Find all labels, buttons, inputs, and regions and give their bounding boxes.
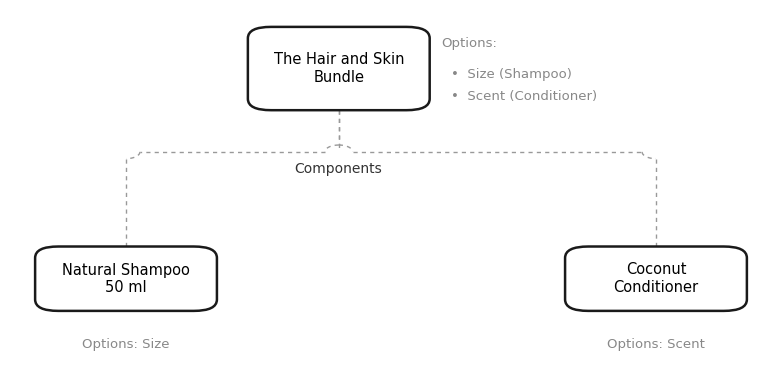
Text: Options: Scent: Options: Scent (608, 339, 705, 351)
Text: The Hair and Skin
Bundle: The Hair and Skin Bundle (274, 52, 404, 85)
Text: Options: Size: Options: Size (82, 339, 170, 351)
Text: Natural Shampoo
50 ml: Natural Shampoo 50 ml (62, 262, 190, 295)
FancyBboxPatch shape (565, 247, 747, 311)
Text: •  Size (Shampoo): • Size (Shampoo) (451, 68, 572, 81)
Text: Coconut
Conditioner: Coconut Conditioner (613, 262, 698, 295)
Text: •  Scent (Conditioner): • Scent (Conditioner) (451, 91, 597, 103)
FancyBboxPatch shape (35, 247, 217, 311)
Text: Components: Components (295, 162, 382, 176)
Text: Options:: Options: (441, 38, 497, 50)
FancyBboxPatch shape (248, 27, 429, 110)
